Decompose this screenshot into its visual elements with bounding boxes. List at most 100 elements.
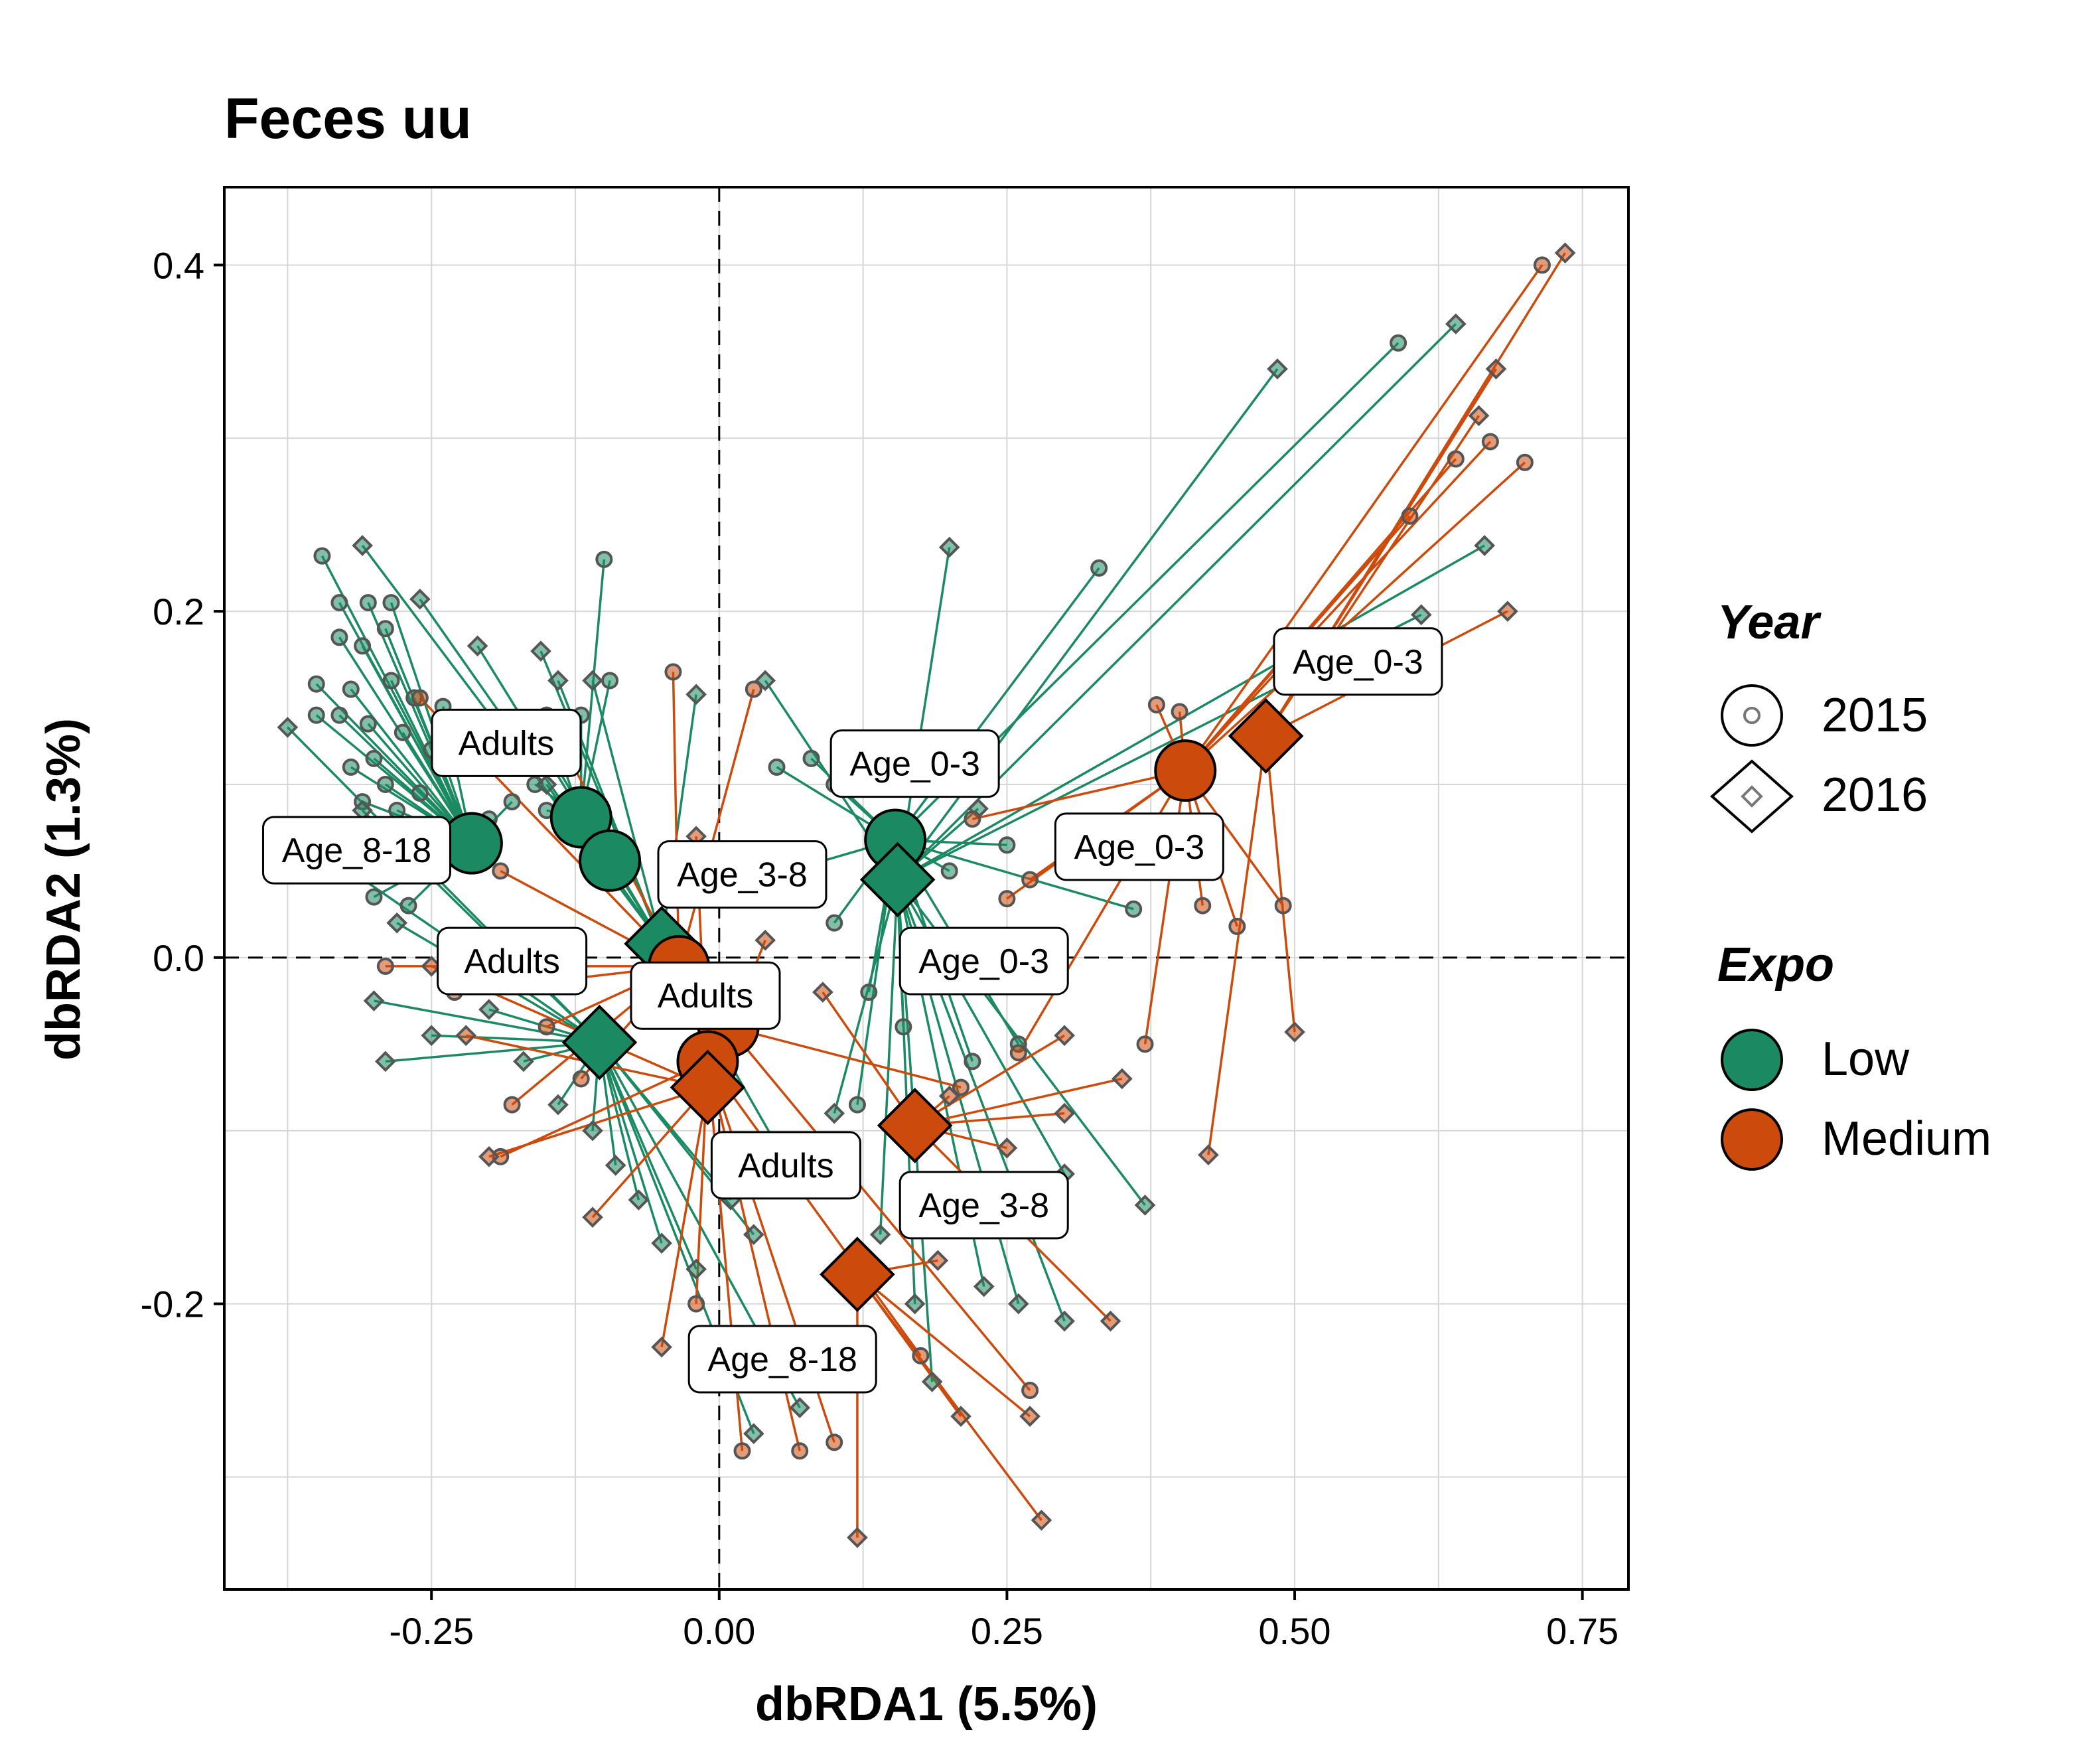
sample-segment (500, 1060, 709, 1158)
sample-point-2016 (1054, 1310, 1075, 1332)
sample-point-2015 (848, 1096, 866, 1114)
group-label-box (687, 1325, 877, 1394)
sample-point-2016 (812, 982, 833, 1003)
sample-point-2015 (503, 793, 521, 811)
sample-point-2015 (399, 897, 417, 915)
y-tick-label: 0.4 (153, 244, 204, 286)
sample-point-2016 (1031, 1509, 1052, 1531)
sample-point-2015 (1274, 897, 1292, 915)
sample-segment (914, 1034, 1066, 1127)
centroid-circle (579, 829, 642, 892)
legend-label-medium: Medium (1822, 1112, 1991, 1165)
sample-segment (1207, 735, 1267, 1155)
sample-point-2015 (733, 1442, 751, 1460)
sample-point-2015 (538, 1018, 555, 1036)
sample-point-2015 (768, 758, 786, 776)
group-label-text: Age_0-3 (1293, 643, 1423, 682)
legend-diamond-icon (1709, 759, 1794, 834)
sample-point-2016 (1284, 1021, 1305, 1043)
legend-key-2016 (1709, 759, 1794, 834)
group-labels: Adults Age_8-18 Age_0-3 Age_3-8 Age_0-3 Age_0… (261, 627, 1443, 1394)
y-axis-ticks: -0.2 0.0 0.2 0.4 (141, 244, 224, 1325)
sample-segment (879, 879, 899, 1235)
group-label-text: Age_8-18 (707, 1341, 857, 1379)
sample-point-2016 (789, 1397, 811, 1418)
sample-point-2016 (1198, 1144, 1219, 1166)
legend: Year 2015 2016 Expo Low Medium (1709, 596, 1991, 1171)
sample-point-2016 (478, 999, 500, 1020)
sample-point-2015 (307, 706, 325, 724)
sample-point-2015 (376, 775, 394, 793)
centroid-circle (1154, 739, 1217, 802)
legend-small-diamond-icon (1741, 785, 1763, 808)
sample-point-2015 (492, 862, 510, 880)
sample-segment (672, 672, 680, 966)
sample-point-2015 (376, 957, 394, 975)
y-tick-label: 0.0 (153, 937, 204, 979)
group-label: Adults (710, 1131, 861, 1200)
group-label: Adults (431, 708, 582, 777)
group-label-box (630, 961, 781, 1030)
sample-point-2016 (754, 929, 776, 951)
sample-point-2015 (895, 1018, 912, 1036)
sample-point-2015 (998, 836, 1016, 854)
sample-point-2015 (1021, 871, 1039, 889)
sample-point-2016 (1054, 1025, 1075, 1047)
group-label: Adults (437, 926, 588, 995)
sample-point-2015 (1228, 917, 1246, 935)
x-tick-label: -0.25 (389, 1610, 474, 1652)
centroid-diamond (1228, 698, 1304, 774)
sample-point-2015 (359, 594, 377, 612)
group-label-box (898, 926, 1069, 995)
sample-point-2016 (605, 1155, 626, 1176)
sample-segment (897, 368, 1279, 881)
legend-medium-swatch (1721, 1108, 1783, 1171)
group-label-text: Age_3-8 (677, 856, 808, 895)
sample-point-2016 (513, 1051, 534, 1072)
group-label-text: Age_0-3 (849, 745, 980, 784)
sample-point-2015 (802, 749, 820, 767)
group-label: Age_3-8 (657, 840, 827, 909)
sample-segment (660, 1087, 709, 1348)
sample-point-2016 (386, 912, 407, 934)
sample-point-2016 (421, 1025, 443, 1047)
sample-point-2015 (1533, 256, 1551, 274)
group-label-box (657, 840, 827, 909)
group-label-text: Adults (464, 942, 560, 981)
x-axis-label: dbRDA1 (5.5%) (755, 1678, 1098, 1731)
sample-point-2016 (904, 1293, 926, 1315)
sample-segment (727, 1026, 1031, 1392)
sample-point-2016 (938, 1085, 960, 1107)
sample-point-2016 (409, 589, 431, 610)
group-label: Age_0-3 (1054, 812, 1224, 881)
sample-point-2016 (996, 1137, 1018, 1159)
sample-segment (678, 689, 755, 967)
sample-point-2015 (1516, 453, 1534, 471)
group-label-box (261, 816, 451, 885)
sample-point-2015 (394, 723, 411, 741)
sample-point-2015 (307, 675, 325, 693)
sample-point-2015 (1401, 507, 1419, 525)
sample-segment (598, 1042, 663, 1244)
group-label-text: Age_3-8 (918, 1187, 1049, 1225)
sample-point-2016 (743, 1224, 764, 1246)
sample-point-2015 (376, 620, 394, 638)
sample-point-2016 (374, 1051, 396, 1072)
centroid-diamond (670, 1049, 746, 1126)
sample-point-2016 (824, 1102, 845, 1124)
plot-panel-border (223, 186, 1630, 1591)
sample-point-2015 (1136, 1035, 1154, 1053)
sample-point-2015 (1147, 696, 1165, 713)
sample-segment (914, 1077, 1123, 1127)
sample-point-2015 (330, 628, 348, 646)
group-label: Age_0-3 (898, 926, 1069, 995)
legend-label-low: Low (1822, 1033, 1910, 1086)
group-label-text: Age_8-18 (282, 832, 432, 870)
group-label-box (710, 1131, 861, 1200)
sample-point-2015 (1090, 559, 1108, 577)
sample-point-2015 (1021, 1382, 1039, 1400)
sample-point-2016 (530, 640, 551, 662)
sample-point-2016 (628, 1189, 650, 1211)
sample-point-2015 (382, 594, 400, 612)
